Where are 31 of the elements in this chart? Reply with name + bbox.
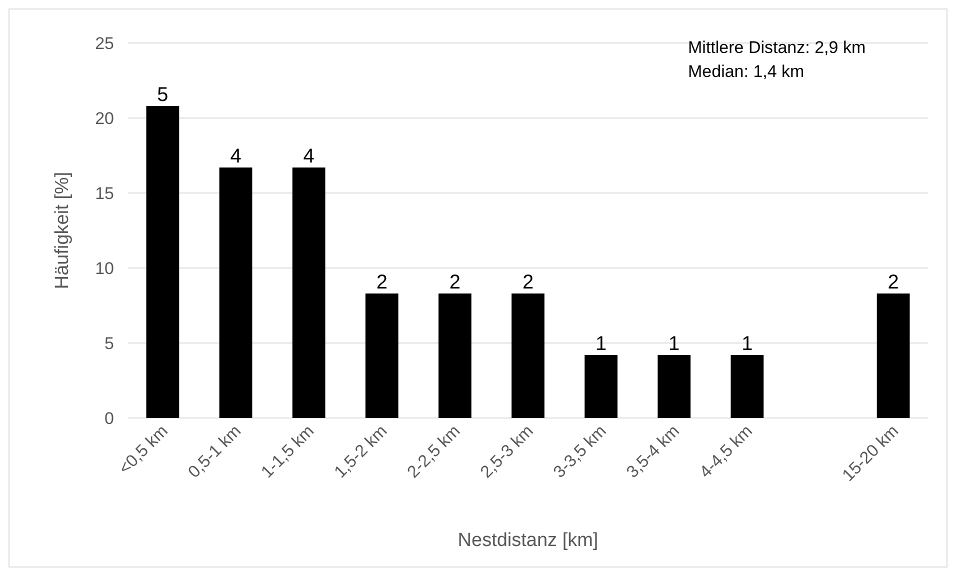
x-axis-title: Nestdistanz [km] [458, 530, 598, 551]
y-tick-label: 0 [104, 408, 114, 428]
annotation: 4 [230, 146, 242, 168]
bar [512, 294, 544, 418]
y-axis-title: Häufigkeit [%] [52, 172, 73, 290]
bar [584, 355, 618, 418]
bar [876, 294, 910, 418]
y-tick-label: 25 [95, 34, 114, 53]
annotation: 2 [449, 272, 461, 294]
annotation: Mittlere Distanz: 2,9 km [688, 38, 866, 57]
annotation: 2 [888, 272, 899, 294]
bar [730, 355, 764, 418]
bar [365, 294, 398, 418]
annotation: 2 [376, 272, 388, 294]
annotation: 4 [303, 146, 314, 168]
y-tick-label: 5 [104, 334, 114, 353]
annotation: 1 [668, 333, 680, 355]
annotation: 5 [157, 84, 168, 106]
bar [146, 106, 180, 418]
annotation: Median: 1,4 km [688, 62, 804, 81]
y-tick-label: 15 [95, 184, 114, 203]
y-tick-label: 10 [95, 258, 114, 278]
bar [292, 168, 326, 418]
bar [219, 168, 252, 418]
y-tick-label: 20 [95, 108, 114, 128]
annotation: 1 [742, 333, 753, 355]
annotation: 2 [522, 272, 534, 294]
annotation: 1 [595, 333, 607, 355]
bar [438, 294, 472, 418]
bar [658, 355, 691, 418]
x-tick-label: <0,5 km [114, 421, 172, 478]
